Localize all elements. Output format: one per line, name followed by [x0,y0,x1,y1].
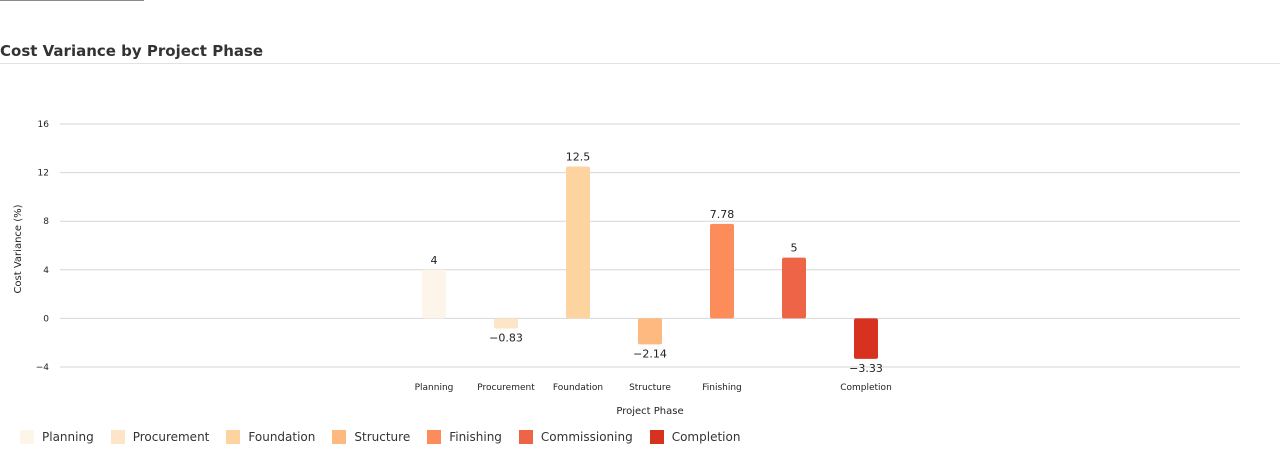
bar-structure[interactable] [638,318,662,345]
data-label: 7.78 [710,208,735,221]
data-label: 4 [431,254,438,267]
legend-label: Procurement [132,430,210,444]
x-tick-label: Planning [415,383,454,393]
bar-planning[interactable] [422,269,446,319]
bar-foundation[interactable] [566,166,590,319]
chart-title: Cost Variance by Project Phase [0,42,264,60]
legend-swatch [427,430,442,444]
bars [422,166,878,359]
bar-chart: −4 0 4 8 12 16 4 −0.83 12.5 −2.14 7.78 5 −3.33 Plan… [13,120,1240,417]
x-axis-ticks: Planning Procurement Foundation Structure Fi… [415,383,892,393]
x-tick-label: Finishing [702,383,742,393]
legend-swatch [226,430,241,444]
legend: Planning Procurement Foundation Structure Fi… [20,430,757,444]
top-rule [0,0,144,1]
x-tick-label: Foundation [553,383,603,393]
legend-swatch [20,430,34,444]
title-divider [0,63,1280,64]
legend-item-foundation[interactable]: Foundation [226,430,315,444]
y-axis-ticks: −4 0 4 8 12 16 [36,120,50,373]
y-tick-label: 0 [43,314,49,324]
legend-label: Foundation [248,430,316,444]
data-label: 5 [791,242,798,255]
x-tick-label: Procurement [477,383,535,393]
legend-item-completion[interactable]: Completion [649,430,741,444]
legend-swatch [518,430,533,444]
bar-commissioning[interactable] [782,257,806,319]
legend-label: Completion [671,430,741,444]
bar-procurement[interactable] [494,318,518,329]
legend-item-finishing[interactable]: Finishing [427,430,502,444]
x-tick-label: Completion [840,383,892,393]
legend-label: Planning [42,430,94,444]
legend-item-procurement[interactable]: Procurement [110,430,210,444]
legend-label: Structure [354,430,411,444]
data-label: −2.14 [633,347,667,360]
x-axis-label: Project Phase [616,406,683,417]
y-tick-label: 4 [43,266,49,276]
legend-swatch [649,430,664,444]
y-tick-label: 12 [38,169,49,179]
y-tick-label: 16 [38,120,50,130]
legend-swatch [332,430,347,444]
data-label: 12.5 [566,151,591,164]
y-axis-label: Cost Variance (%) [13,204,24,293]
legend-item-structure[interactable]: Structure [332,430,410,444]
legend-label: Finishing [449,430,502,444]
y-tick-label: 8 [43,217,49,227]
data-label: −0.83 [489,331,523,344]
legend-item-commissioning[interactable]: Commissioning [518,430,633,444]
data-label: −3.33 [849,362,883,375]
data-labels: 4 −0.83 12.5 −2.14 7.78 5 −3.33 [431,151,883,375]
y-tick-label: −4 [36,363,50,373]
legend-item-planning[interactable]: Planning [20,430,94,444]
x-tick-label: Structure [629,383,671,393]
bar-finishing[interactable] [710,223,734,319]
legend-label: Commissioning [540,430,633,444]
bar-completion[interactable] [854,318,878,359]
legend-swatch [110,430,125,444]
